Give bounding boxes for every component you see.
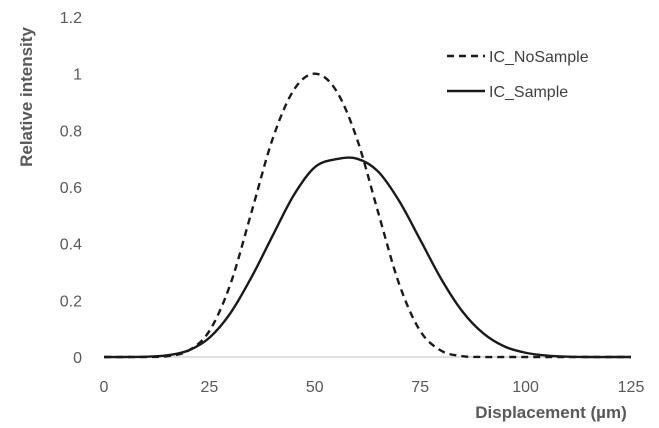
y-tick-label: 0.2 <box>60 293 82 310</box>
x-tick-label: 125 <box>618 379 645 396</box>
y-tick-label: 0.8 <box>60 123 82 140</box>
y-axis-ticks: 0 0.2 0.4 0.6 0.8 1 1.2 <box>60 10 82 367</box>
legend: IC_NoSample IC_Sample <box>447 49 589 101</box>
x-tick-label: 100 <box>512 379 539 396</box>
y-tick-label: 0.6 <box>60 180 82 197</box>
y-tick-label: 0 <box>73 350 82 367</box>
legend-label-ic-nosample: IC_NoSample <box>489 49 589 66</box>
y-tick-label: 0.4 <box>60 237 82 254</box>
series-line-ic-sample <box>103 156 631 359</box>
x-tick-label: 25 <box>201 379 219 396</box>
x-tick-label: 0 <box>100 379 109 396</box>
legend-label-ic-sample: IC_Sample <box>489 84 568 101</box>
y-tick-label: 1.2 <box>60 10 82 27</box>
y-axis-title: Relative intensity <box>17 27 36 167</box>
x-axis-title: Displacement (µm) <box>475 403 627 422</box>
x-tick-label: 75 <box>411 379 429 396</box>
y-tick-label: 1 <box>73 67 82 84</box>
series-layer <box>103 72 631 359</box>
x-axis-ticks: 0 25 50 75 100 125 <box>100 379 645 396</box>
series-line-ic-nosample <box>104 72 631 359</box>
x-tick-label: 50 <box>306 379 324 396</box>
